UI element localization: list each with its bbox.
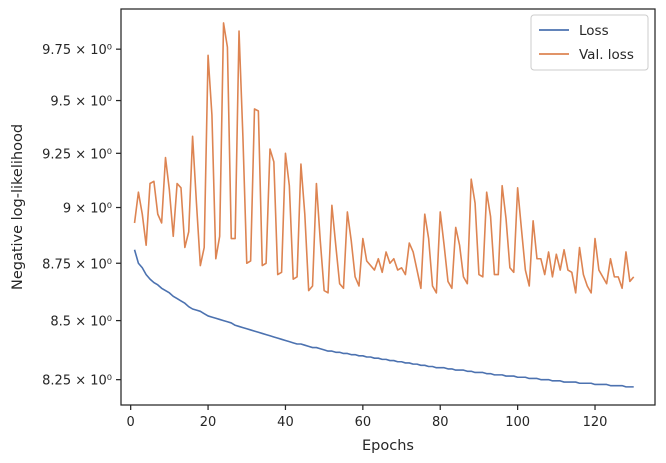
y-tick-label: 8.75 × 10⁰ [42, 257, 112, 272]
x-tick-label: 20 [200, 415, 217, 430]
x-tick-label: 100 [505, 415, 530, 430]
y-tick-label: 8.5 × 10⁰ [50, 315, 112, 330]
x-tick-label: 80 [432, 415, 449, 430]
legend-label-loss: Loss [579, 23, 609, 39]
x-axis-label: Epochs [362, 438, 414, 454]
series-line-val-loss [133, 22, 635, 294]
x-tick-label: 40 [277, 415, 294, 430]
series-line-loss [133, 249, 634, 388]
y-tick-label: 9.5 × 10⁰ [50, 95, 112, 110]
y-tick-label: 9 × 10⁰ [63, 202, 112, 217]
y-axis: 8.25 × 10⁰ 8.5 × 10⁰ 8.75 × 10⁰ 9 × 10⁰ 9.25… [42, 43, 121, 389]
y-tick-label: 8.25 × 10⁰ [42, 374, 112, 389]
x-tick-label: 0 [127, 415, 135, 430]
y-tick-label: 9.75 × 10⁰ [42, 43, 112, 58]
legend: Loss Val. loss [530, 14, 649, 71]
y-tick-label: 9.25 × 10⁰ [42, 147, 112, 162]
x-tick-label: 60 [355, 415, 372, 430]
legend-box [530, 14, 649, 71]
series-layer [133, 22, 635, 388]
legend-label-val-loss: Val. loss [579, 47, 634, 63]
y-axis-label: Negative log-likelihood [10, 124, 26, 290]
x-tick-label: 120 [583, 415, 608, 430]
x-axis: 0 20 40 60 80 100 120 [127, 405, 608, 430]
